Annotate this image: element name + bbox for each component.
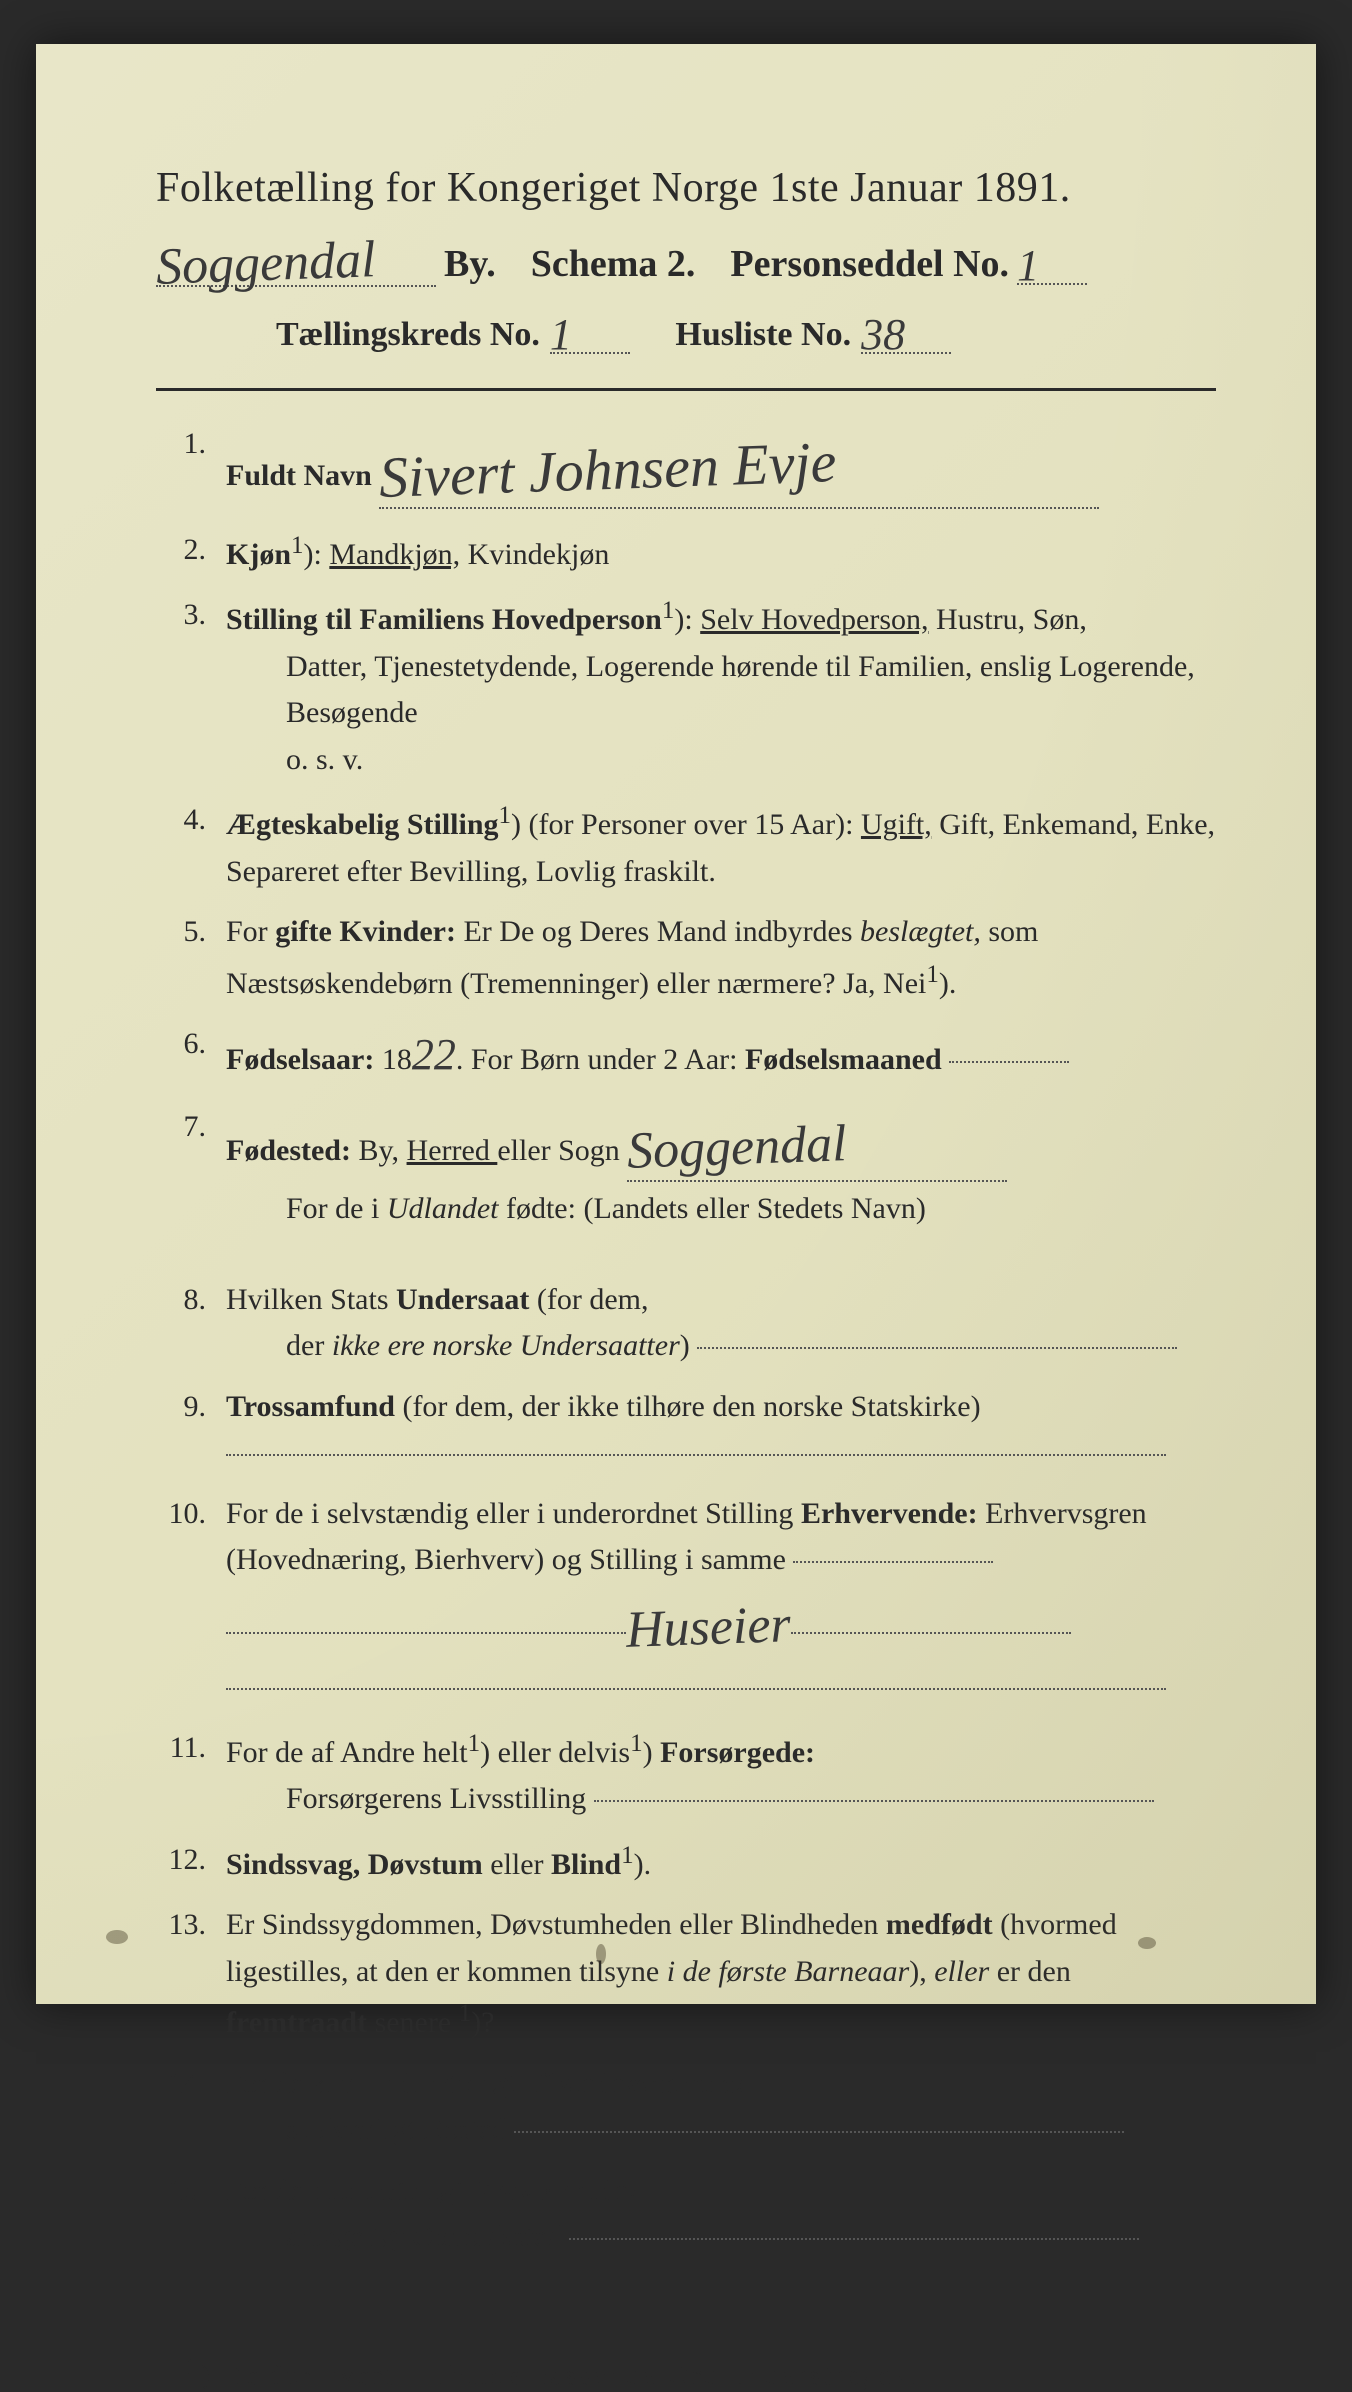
form-title: Folketælling for Kongeriget Norge 1ste J… (156, 164, 1216, 212)
item-8: 8. Hvilken Stats Undersaat (for dem, der… (156, 1277, 1216, 1370)
i3-selv: Selv Hovedperson, (700, 603, 928, 636)
item-4: 4. Ægteskabelig Stilling1) (for Personer… (156, 797, 1216, 895)
i2-label: Kjøn (226, 538, 291, 571)
i10-value: Huseier (625, 1585, 792, 1671)
item-5: 5. For gifte Kvinder: Er De og Deres Man… (156, 909, 1216, 1007)
item-14: 14. For de kun midlertidigt Tilstedevære… (156, 2061, 1216, 2154)
i6-label: Fødselsaar: (226, 1043, 374, 1076)
i2-mandkjon: Mandkjøn, (329, 538, 460, 571)
i2-kvindekjon: Kvindekjøn (468, 538, 610, 571)
kreds-label: Tællingskreds No. (276, 316, 540, 354)
personseddel-label: Personseddel No. (730, 242, 1009, 286)
item-1: 1. Fuldt Navn Sivert Johnsen Evje (156, 421, 1216, 513)
item-11: 11. For de af Andre helt1) eller delvis1… (156, 1725, 1216, 1823)
i7-label: Fødested: (226, 1134, 351, 1167)
i4-label: Ægteskabelig Stilling (226, 808, 499, 841)
i3-label: Stilling til Familiens Hovedperson (226, 603, 662, 636)
divider-bottom (156, 2301, 1216, 2304)
i7-value: Soggendal (626, 1104, 848, 1192)
stain-mark (106, 1930, 128, 1944)
item-3: 3. Stilling til Familiens Hovedperson1):… (156, 592, 1216, 783)
item-12: 12. Sindssvag, Døvstum eller Blind1). (156, 1837, 1216, 1889)
husliste-no: 38 (861, 310, 905, 359)
item-9: 9. Trossamfund (for dem, der ikke tilhør… (156, 1384, 1216, 1477)
husliste-label: Husliste No. (675, 316, 851, 354)
personseddel-no: 1 (1017, 241, 1039, 290)
item-10: 10. For de i selvstændig eller i underor… (156, 1491, 1216, 1711)
i1-value: Sivert Johnsen Evje (378, 417, 838, 523)
divider-top (156, 388, 1216, 391)
i6-year: 22 (412, 1030, 456, 1079)
header-row-3: Tællingskreds No. 1 Husliste No. 38 (156, 305, 1216, 358)
stain-mark (596, 1944, 606, 1964)
census-form-page: Folketælling for Kongeriget Norge 1ste J… (36, 44, 1316, 2004)
i1-label: Fuldt Navn (226, 459, 372, 492)
header-row-2: Soggendal By. Schema 2. Personseddel No.… (156, 230, 1216, 291)
by-handwritten: Soggendal (155, 230, 376, 297)
schema-label: Schema 2. (531, 242, 696, 286)
item-15: 15. For de midlertidigt Fraværende: anta… (156, 2168, 1216, 2261)
i3-rest1: Hustru, Søn, (936, 603, 1087, 636)
i3-rest3: o. s. v. (226, 737, 1216, 784)
item-7: 7. Fødested: By, Herred eller Sogn Sogge… (156, 1104, 1216, 1233)
i3-rest2: Datter, Tjenestetydende, Logerende høren… (226, 644, 1216, 737)
by-label: By. (444, 242, 496, 286)
i4-ugift: Ugift, (861, 808, 932, 841)
stain-mark (1138, 1937, 1156, 1949)
item-2: 2. Kjøn1): Mandkjøn, Kvindekjøn (156, 527, 1216, 579)
item-13: 13. Er Sindssygdommen, Døvstumheden elle… (156, 1902, 1216, 2047)
kreds-no: 1 (550, 310, 572, 359)
item-6: 6. Fødselsaar: 1822. For Børn under 2 Aa… (156, 1021, 1216, 1089)
footnote: 1) De for hvert Tilfælde passende Ord un… (156, 2354, 1216, 2392)
